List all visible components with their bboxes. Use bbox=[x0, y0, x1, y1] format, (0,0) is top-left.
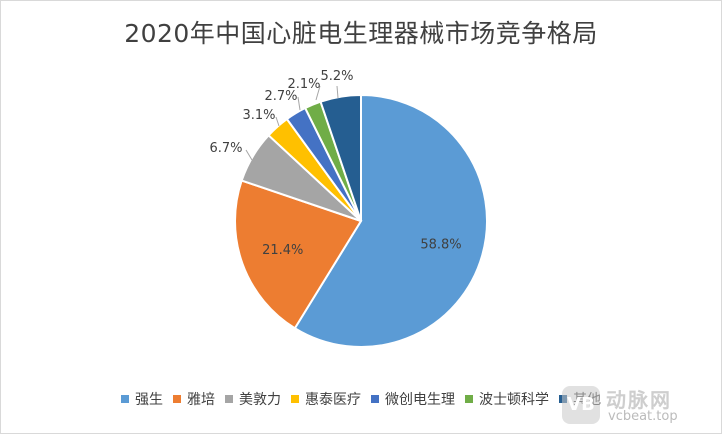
pie-slice-2 bbox=[234, 179, 363, 330]
legend-swatch bbox=[291, 395, 299, 403]
legend-label: 强生 bbox=[135, 392, 163, 408]
pie-slice-7 bbox=[319, 93, 362, 222]
legend-label: 美敦力 bbox=[239, 392, 281, 408]
leader-line-6 bbox=[315, 85, 321, 101]
legend-label: 惠泰医疗 bbox=[305, 392, 361, 408]
slice-label-1: 58.8% bbox=[420, 238, 461, 253]
legend-swatch bbox=[173, 395, 181, 403]
legend-item-3: 美敦力 bbox=[225, 389, 281, 409]
legend-swatch bbox=[225, 395, 233, 403]
slice-label-6: 2.1% bbox=[287, 77, 320, 92]
legend-label: 微创电生理 bbox=[385, 392, 455, 408]
slice-label-3: 6.7% bbox=[209, 141, 242, 156]
pie-slice-1 bbox=[293, 93, 488, 348]
legend-item-5: 微创电生理 bbox=[371, 389, 455, 409]
watermark: VB 动脉网 vcbeat.top bbox=[562, 384, 712, 428]
leader-line-4 bbox=[275, 116, 280, 127]
legend-item-4: 惠泰医疗 bbox=[291, 389, 361, 409]
leader-line-3 bbox=[245, 149, 253, 161]
slice-label-4: 3.1% bbox=[242, 108, 275, 123]
watermark-name: 动脉网 bbox=[606, 388, 672, 412]
slice-label-2: 21.4% bbox=[262, 243, 303, 258]
legend-label: 雅培 bbox=[187, 392, 215, 408]
legend-item-6: 波士顿科学 bbox=[465, 389, 549, 409]
leader-line-7 bbox=[336, 85, 339, 99]
watermark-url: vcbeat.top bbox=[608, 409, 678, 424]
legend-swatch bbox=[465, 395, 473, 403]
chart-title: 2020年中国心脏电生理器械市场竞争格局 bbox=[124, 19, 598, 48]
legend-item-1: 强生 bbox=[121, 389, 163, 409]
legend-label: 波士顿科学 bbox=[479, 392, 549, 408]
slice-label-5: 2.7% bbox=[264, 89, 297, 104]
leader-line-5 bbox=[297, 96, 301, 111]
watermark-logo: VB bbox=[562, 386, 600, 424]
legend-item-2: 雅培 bbox=[173, 389, 215, 409]
legend-swatch bbox=[371, 395, 379, 403]
legend-swatch bbox=[121, 395, 129, 403]
slice-label-7: 5.2% bbox=[320, 69, 353, 84]
